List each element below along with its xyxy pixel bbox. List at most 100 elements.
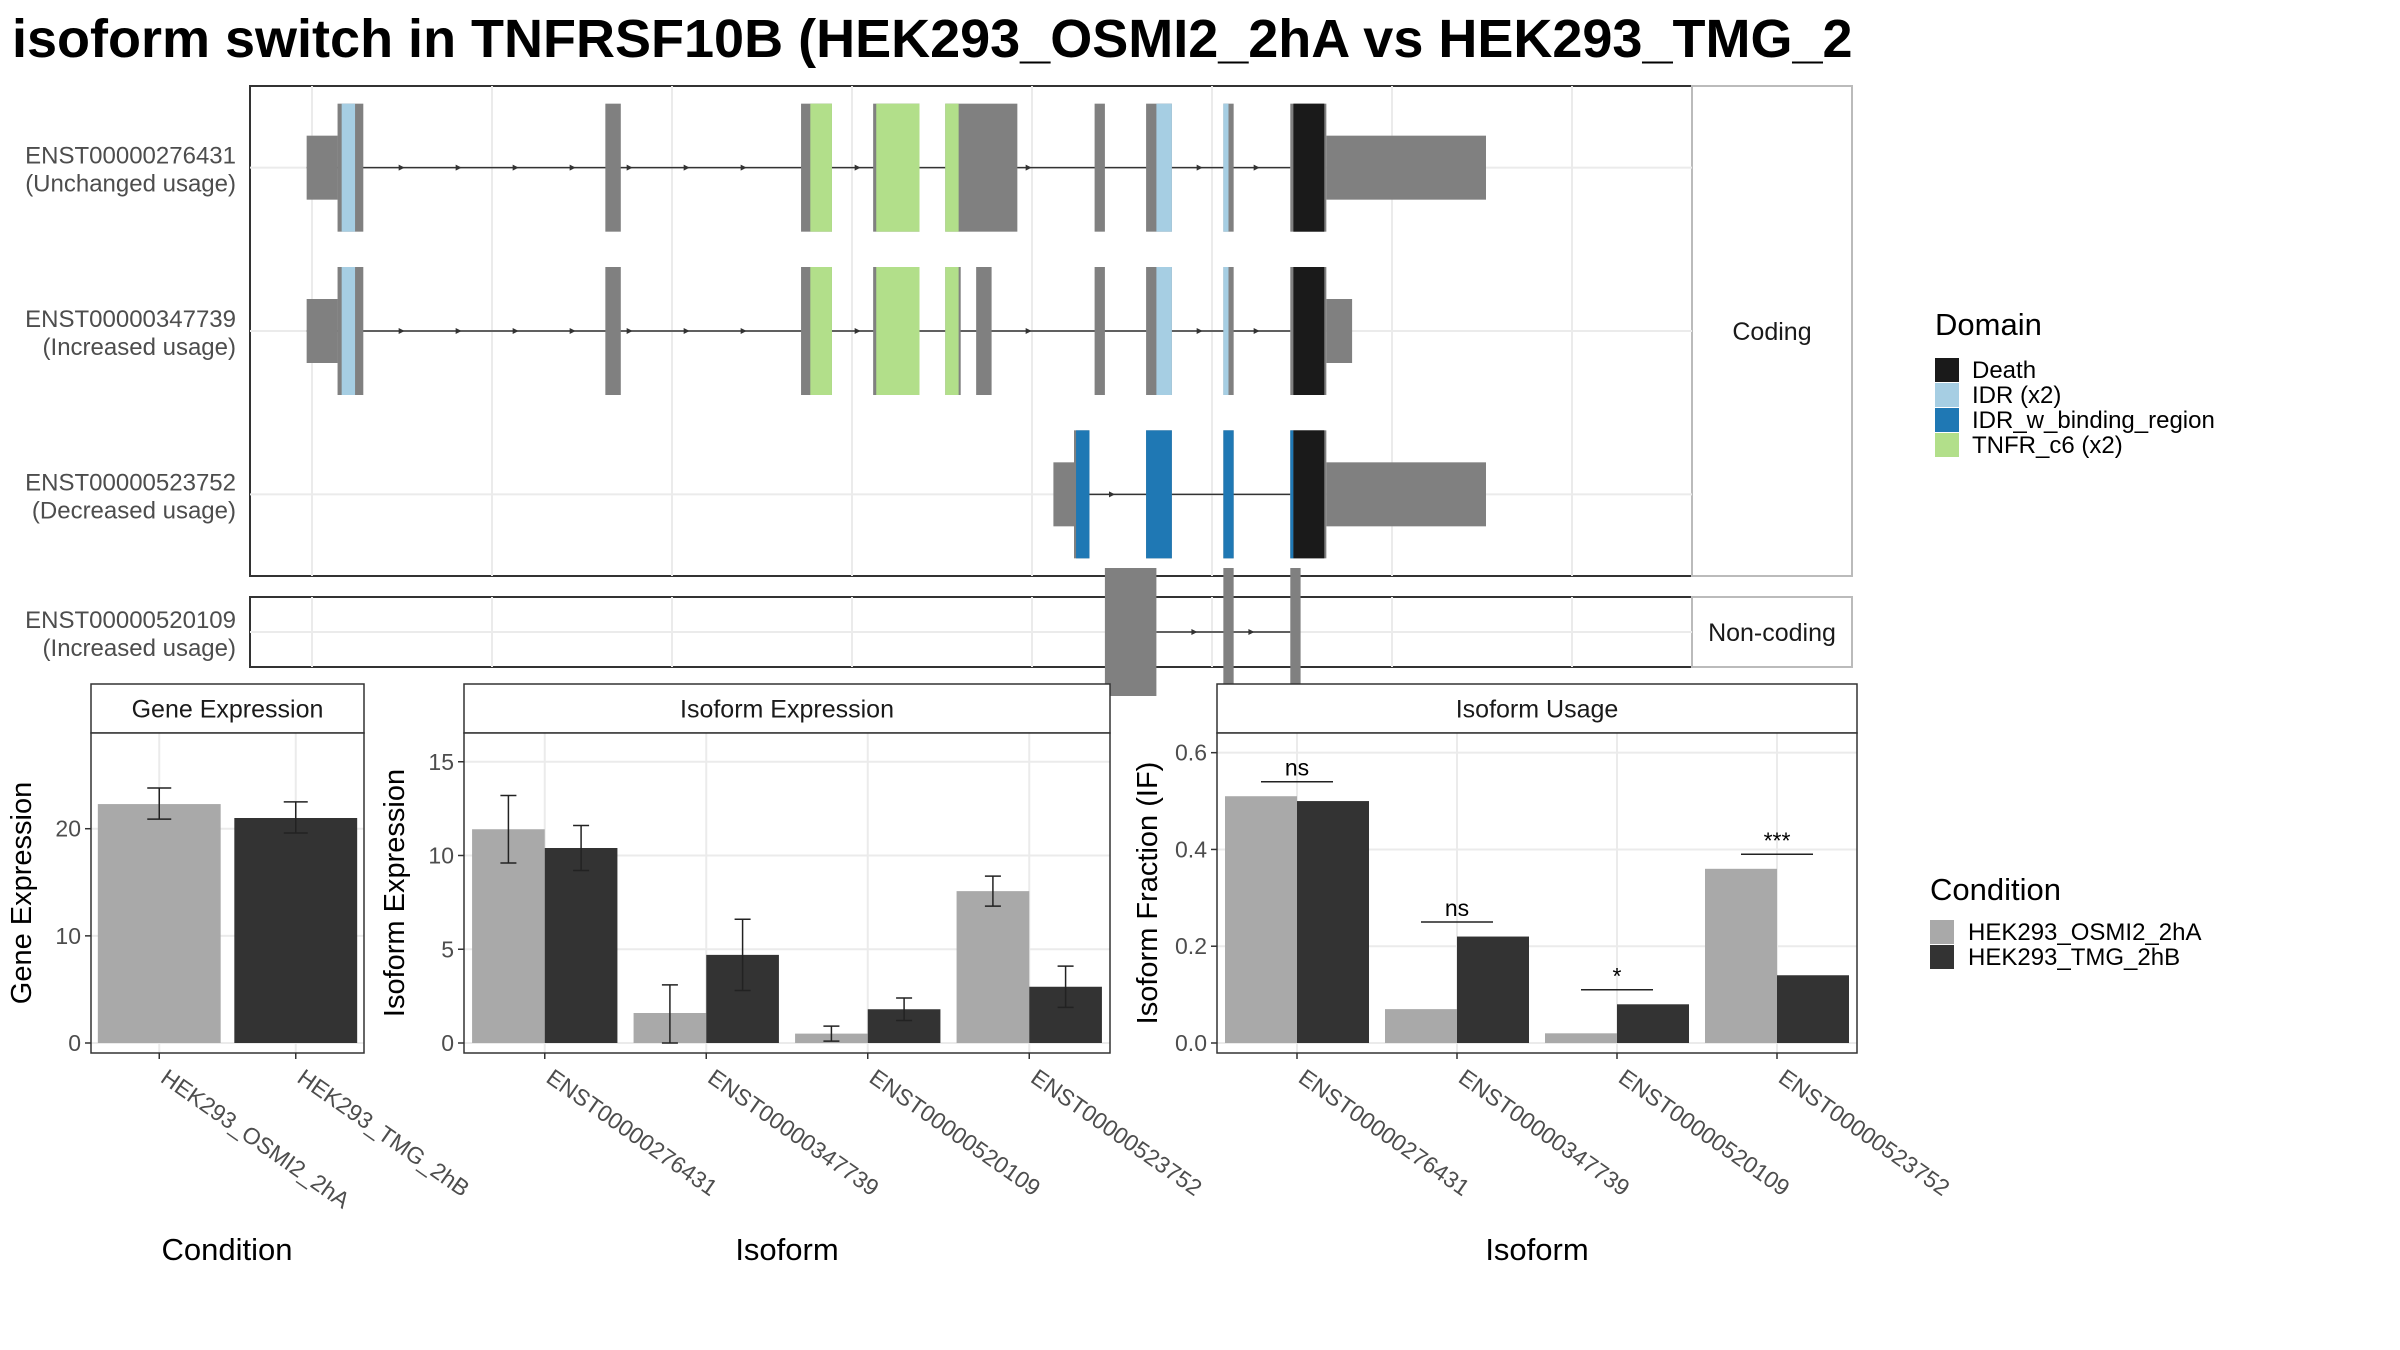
domain-block-idr-w-binding-region: [1076, 430, 1090, 559]
domain-block-tnfr-c6: [945, 267, 959, 395]
domain-block-tnfr-c6: [810, 267, 832, 395]
strand-arrow: [1191, 629, 1198, 635]
y-tick-label: 10: [428, 843, 454, 869]
transcript-id-label: ENST00000520109: [25, 607, 236, 634]
expression-charts: Gene Expression01020HEK293_OSMI2_2hAHEK2…: [6, 683, 1955, 1267]
y-axis-label: Isoform Fraction (IF): [1132, 762, 1164, 1025]
x-tick-label: ENST00000520109: [1614, 1064, 1794, 1201]
y-axis-label: Isoform Expression: [379, 769, 411, 1017]
bar: [1545, 1033, 1617, 1043]
strand-arrow: [1248, 629, 1255, 635]
transcript-usage-label: (Increased usage): [43, 334, 236, 361]
significance-label: *: [1613, 963, 1622, 989]
strand-arrow: [854, 328, 861, 334]
facet-strip: [1691, 596, 1853, 668]
strand-arrow: [626, 328, 633, 334]
y-tick-label: 10: [55, 923, 81, 949]
strand-arrow: [1196, 328, 1203, 334]
domain-legend-title: Domain: [1935, 307, 2042, 342]
bar: [1457, 936, 1529, 1043]
y-tick-label: 0.4: [1175, 836, 1207, 862]
strand-arrow: [626, 164, 633, 171]
domain-block-idr: [1223, 267, 1229, 395]
domain-block-tnfr-c6: [876, 267, 920, 395]
strand-arrow: [854, 164, 861, 171]
y-tick-label: 20: [55, 816, 81, 842]
chart-plot-frame: [1216, 732, 1858, 1054]
x-axis-label: Isoform: [1485, 1232, 1588, 1267]
strand-arrow: [740, 328, 747, 334]
y-tick-label: 0: [68, 1030, 81, 1056]
x-tick-label: ENST00000523752: [1026, 1064, 1206, 1201]
domain-legend-label: TNFR_c6 (x2): [1972, 432, 2123, 459]
y-tick-label: 0: [441, 1030, 454, 1056]
domain-block-death: [1293, 267, 1325, 395]
x-axis-label: Isoform: [735, 1232, 838, 1267]
domain-block-idr-w-binding-region: [1223, 430, 1234, 559]
x-tick-label: ENST00000523752: [1774, 1064, 1954, 1201]
domain-legend-label: IDR (x2): [1972, 382, 2061, 409]
x-tick-label: ENST00000276431: [542, 1064, 722, 1201]
strand-arrow: [569, 328, 576, 334]
transcript-structure-panel: Coding Non-coding ENST00000276431(Unchange…: [25, 85, 1853, 696]
domain-block-death: [1293, 430, 1325, 559]
strand-arrow: [398, 328, 405, 334]
exon-block: [1326, 299, 1353, 363]
exon-block: [1094, 267, 1105, 395]
bar: [1617, 1004, 1689, 1043]
bar: [472, 829, 545, 1043]
facet-strip-label: Non-coding: [1708, 619, 1836, 647]
facet-strip-label: Coding: [1732, 318, 1811, 346]
exon-block: [306, 299, 338, 363]
chart-title: Isoform Usage: [1456, 696, 1619, 724]
x-tick-label: ENST00000520109: [865, 1064, 1045, 1201]
strand-arrow: [455, 328, 462, 334]
domain-legend-key: [1935, 358, 1959, 382]
bar: [97, 804, 221, 1043]
strand-arrow: [1253, 328, 1260, 334]
transcript-usage-label: (Decreased usage): [32, 497, 236, 524]
significance-label: ns: [1445, 895, 1469, 921]
y-tick-label: 0.2: [1175, 933, 1207, 959]
bar: [1225, 796, 1297, 1043]
significance-label: ns: [1285, 755, 1309, 781]
exon-block: [605, 267, 621, 395]
transcript-id-label: ENST00000347739: [25, 306, 236, 333]
exon-block: [1326, 135, 1486, 200]
domain-block-death: [1293, 103, 1325, 232]
exon-block: [976, 267, 992, 395]
x-tick-label: ENST00000347739: [703, 1064, 883, 1201]
condition-legend-title: Condition: [1930, 872, 2061, 907]
chart-title: Gene Expression: [132, 696, 324, 724]
strand-arrow: [683, 328, 690, 334]
domain-block-idr: [341, 103, 356, 232]
bar: [544, 848, 618, 1043]
facet-strip: [1691, 85, 1853, 577]
strand-arrow: [1253, 164, 1260, 171]
bar: [1385, 1009, 1457, 1043]
transcript-id-label: ENST00000523752: [25, 469, 236, 496]
exon-block: [1290, 568, 1301, 696]
y-tick-label: 0.6: [1175, 740, 1207, 766]
strand-arrow: [398, 164, 405, 171]
chart-title-strip: [1216, 683, 1858, 734]
transcript-id-label: ENST00000276431: [25, 143, 236, 170]
y-tick-label: 5: [441, 936, 454, 962]
transcript-usage-label: (Increased usage): [43, 635, 236, 662]
significance-label: ***: [1764, 827, 1791, 853]
chart-isoform-expression: Isoform Expression051015ENST00000276431E…: [379, 683, 1207, 1267]
y-tick-label: 0.0: [1175, 1030, 1207, 1056]
bar: [1777, 975, 1849, 1043]
strand-arrow: [569, 164, 576, 171]
x-axis-label: Condition: [162, 1232, 293, 1267]
x-tick-label: ENST00000347739: [1454, 1064, 1634, 1201]
condition-legend-key: [1930, 945, 1954, 969]
figure-title: isoform switch in TNFRSF10B (HEK293_OSMI…: [12, 9, 1853, 69]
chart-plot-frame: [463, 732, 1111, 1054]
strand-arrow: [455, 164, 462, 171]
condition-legend-key: [1930, 920, 1954, 944]
chart-isoform-usage: Isoform Usage 0.0 0.2 0.4 0.6 ns ENST000002764…: [1132, 683, 1955, 1267]
bar: [1297, 801, 1369, 1043]
bar: [234, 818, 358, 1043]
